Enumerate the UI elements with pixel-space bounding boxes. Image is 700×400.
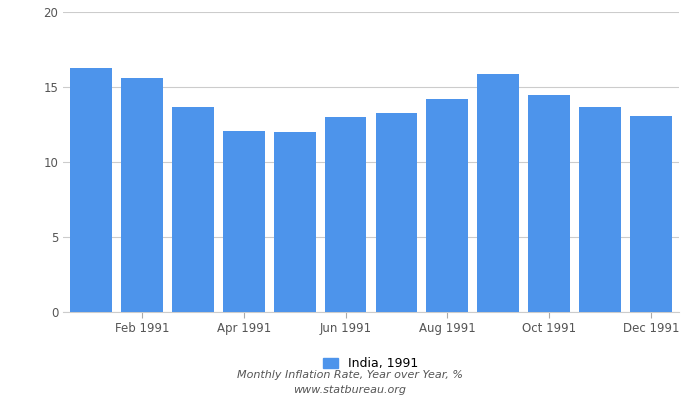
Bar bbox=[121, 78, 163, 312]
Bar bbox=[172, 106, 214, 312]
Bar bbox=[223, 130, 265, 312]
Bar bbox=[70, 68, 112, 312]
Bar bbox=[579, 106, 621, 312]
Bar bbox=[426, 99, 468, 312]
Bar bbox=[630, 116, 672, 312]
Legend: India, 1991: India, 1991 bbox=[323, 357, 419, 370]
Bar bbox=[376, 112, 417, 312]
Bar bbox=[274, 132, 316, 312]
Text: Monthly Inflation Rate, Year over Year, %: Monthly Inflation Rate, Year over Year, … bbox=[237, 370, 463, 380]
Bar bbox=[325, 117, 366, 312]
Bar bbox=[528, 94, 570, 312]
Bar bbox=[477, 74, 519, 312]
Text: www.statbureau.org: www.statbureau.org bbox=[293, 385, 407, 395]
